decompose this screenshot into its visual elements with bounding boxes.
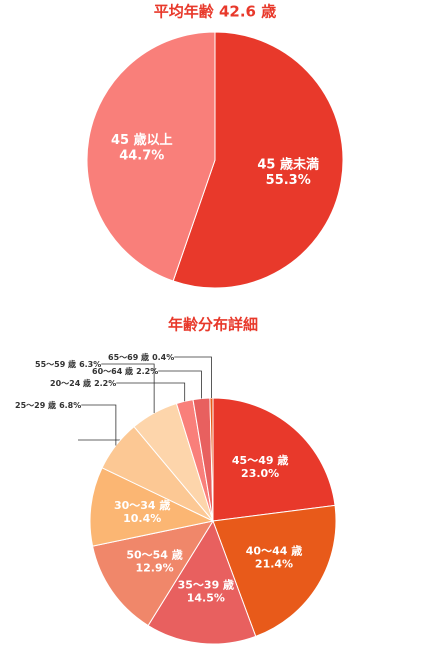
- category-label: 40〜44 歳: [246, 543, 302, 557]
- slice-label: 45 歳未満 55.3%: [257, 156, 319, 188]
- value-label: 21.4%: [255, 558, 293, 571]
- category-label: 45 歳以上: [111, 131, 173, 147]
- category-label: 35〜39 歳: [178, 577, 234, 591]
- value-label: 14.5%: [187, 592, 225, 605]
- leader-line: [101, 363, 155, 413]
- pie-slice: [89, 467, 215, 547]
- value-label: 2.2%: [94, 379, 116, 388]
- slice-label: 65〜69 歳 0.4%: [108, 352, 174, 362]
- leader-line: [116, 382, 186, 402]
- slice-label: 35〜39 歳 14.5%: [178, 577, 234, 604]
- category-label: 30〜34 歳: [114, 498, 170, 512]
- chart-title: 平均年齢 42.6 歳: [154, 3, 276, 21]
- value-label: 12.9%: [135, 561, 173, 574]
- value-label: 55.3%: [266, 173, 311, 188]
- leader-line: [81, 404, 117, 446]
- pie-slice: [147, 519, 257, 645]
- value-label: 6.8%: [59, 401, 81, 410]
- pie-slice: [172, 31, 344, 289]
- value-label: 6.3%: [79, 360, 101, 369]
- slice-label: 25〜29 歳 6.8%: [15, 400, 81, 410]
- leader-line: [158, 370, 202, 399]
- value-label: 23.0%: [241, 467, 279, 480]
- slice-label: 40〜44 歳 21.4%: [246, 543, 302, 570]
- value-label: 2.2%: [136, 367, 158, 376]
- value-label: 10.4%: [123, 512, 161, 525]
- category-label: 25〜29 歳: [15, 400, 56, 410]
- category-label: 55〜59 歳: [35, 359, 76, 369]
- pie-slice: [86, 31, 216, 282]
- chart-title: 年齢分布詳細: [168, 316, 258, 334]
- pie-slice: [91, 520, 215, 627]
- slice-label: 20〜24 歳 2.2%: [50, 378, 116, 388]
- category-label: 45 歳未満: [257, 156, 319, 172]
- category-label: 45〜49 歳: [232, 453, 288, 467]
- value-label: 44.7%: [119, 148, 164, 163]
- leader-line: [174, 356, 212, 399]
- pie-slice: [212, 397, 336, 522]
- slice-label: 30〜34 歳 10.4%: [114, 498, 170, 525]
- slice-label: 55〜59 歳 6.3%: [35, 359, 101, 369]
- slice-label: 60〜64 歳 2.2%: [92, 366, 158, 376]
- category-label: 65〜69 歳: [108, 352, 149, 362]
- slice-label: 45〜49 歳 23.0%: [232, 453, 288, 480]
- category-label: 20〜24 歳: [50, 378, 91, 388]
- slice-label: 45 歳以上 44.7%: [111, 131, 173, 163]
- pie-slice: [209, 397, 214, 522]
- value-label: 0.4%: [152, 353, 174, 362]
- category-label: 60〜64 歳: [92, 366, 133, 376]
- category-label: 50〜54 歳: [126, 547, 182, 561]
- slice-label: 50〜54 歳 12.9%: [126, 547, 182, 574]
